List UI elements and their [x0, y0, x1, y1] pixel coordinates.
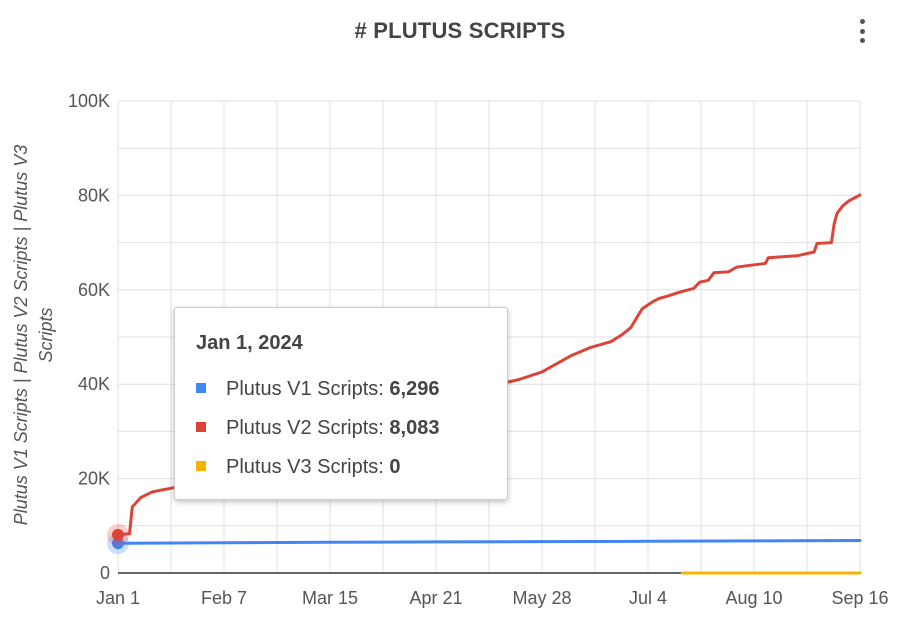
menu-dot [859, 38, 865, 43]
tooltip-label: Plutus V1 Scripts: [226, 378, 390, 400]
hover-point-v2 [112, 528, 124, 541]
x-tick-label: Sep 16 [831, 588, 888, 608]
x-tick-label: Jul 4 [629, 588, 667, 608]
tooltip-value: 6,296 [389, 378, 440, 400]
y-tick-label: 100K [68, 91, 110, 111]
tooltip-value: 0 [389, 456, 401, 478]
y-tick-label: 0 [100, 563, 110, 583]
tooltip-label: Plutus V2 Scripts: [226, 417, 390, 439]
v2-swatch [196, 422, 206, 432]
tooltip-date: Jan 1, 2024 [196, 332, 303, 354]
y-axis-title: Plutus V1 Scripts | Plutus V2 Scripts | … [11, 145, 56, 526]
y-tick-label: 60K [78, 280, 110, 300]
series-line-v1[interactable] [116, 539, 862, 545]
x-tick-label: Feb 7 [201, 588, 247, 608]
x-tick-label: Mar 15 [302, 588, 358, 608]
y-tick-label: 80K [78, 185, 110, 205]
tooltip-row-v3: Plutus V3 Scripts: 0 [196, 456, 401, 479]
hover-markers [107, 523, 129, 555]
x-tick-label: Aug 10 [725, 588, 782, 608]
y-axis-title-line-2: Scripts [36, 307, 56, 362]
chart-title: # PLUTUS SCRIPTS [354, 18, 566, 43]
x-tick-label: Jan 1 [96, 588, 140, 608]
menu-dot [859, 19, 865, 24]
v3-swatch [196, 461, 206, 471]
tooltip: Jan 1, 2024 Plutus V1 Scripts: 6,296 Plu… [174, 307, 508, 500]
x-tick-label: Apr 21 [409, 588, 462, 608]
x-axis-ticks: Jan 1 Feb 7 Mar 15 Apr 21 May 28 Jul 4 Aug 10 S… [96, 588, 889, 608]
v1-swatch [196, 383, 206, 393]
menu-dot [859, 28, 865, 34]
tooltip-row-v2: Plutus V2 Scripts: 8,083 [196, 417, 439, 440]
y-axis-title-line-1: Plutus V1 Scripts | Plutus V2 Scripts | … [11, 145, 31, 526]
tooltip-row-v1: Plutus V1 Scripts: 6,296 [196, 378, 439, 401]
y-tick-label: 40K [78, 374, 110, 394]
y-tick-label: 20K [78, 469, 110, 489]
x-tick-label: May 28 [512, 588, 571, 608]
tooltip-label: Plutus V3 Scripts: [226, 456, 390, 478]
tooltip-value: 8,083 [389, 417, 440, 439]
more-vert-icon[interactable] [852, 16, 872, 46]
y-axis-ticks: 0 20K 40K 60K 80K 100K [68, 91, 110, 583]
hover-point-v1 [112, 537, 124, 550]
